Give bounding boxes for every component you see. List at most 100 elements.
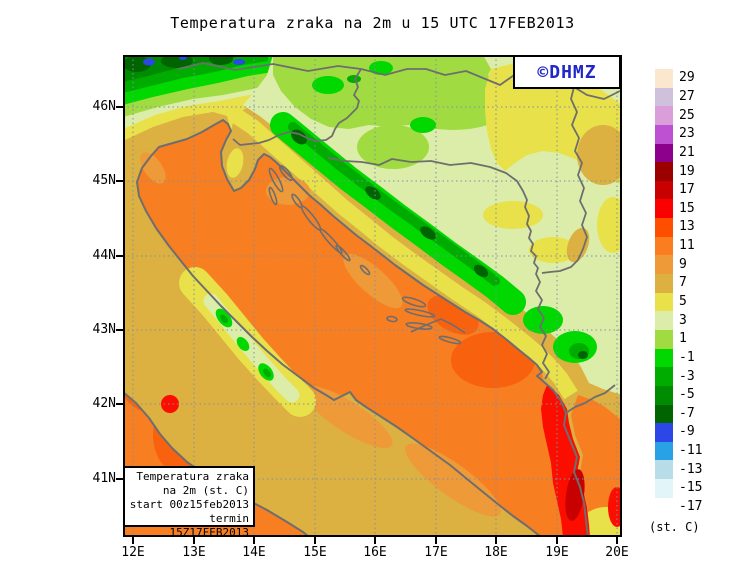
colorbar-label: -5 (679, 387, 695, 403)
colorbar-label: -1 (679, 349, 695, 365)
border-east (541, 86, 588, 274)
info-box: Temperatura zraka na 2m (st. C) start 00… (123, 466, 255, 539)
lon-tick (435, 537, 437, 544)
colorbar-swatch (655, 124, 673, 144)
copyright-text: ©DHMZ (537, 61, 597, 83)
colorbar-entry: -1 (655, 348, 702, 368)
lon-tick (374, 537, 376, 544)
colorbar-entry: 9 (655, 255, 702, 275)
border-slovenia-croatia (232, 68, 362, 146)
lon-label-12e: 12E (121, 545, 145, 560)
lon-tick (616, 537, 618, 544)
lat-label-42n: 42N (92, 396, 116, 411)
colorbar-label: 5 (679, 294, 687, 309)
border-montenegro-albania (565, 384, 616, 414)
colorbar-entry: -13 (655, 460, 703, 480)
colorbar-entry: -7 (655, 404, 702, 424)
colorbar-label: 11 (679, 238, 695, 254)
colorbar-label: -9 (679, 424, 695, 440)
colorbar-label: 13 (679, 219, 695, 235)
colorbar-swatch (655, 255, 673, 275)
lat-tick (116, 255, 123, 257)
lat-label-46n: 46N (92, 99, 116, 114)
colorbar-label: 7 (679, 275, 687, 291)
colorbar-label: 17 (679, 182, 695, 198)
map-frame (123, 55, 622, 537)
colorbar-label: 29 (679, 70, 695, 86)
lon-label-13e: 13E (182, 545, 206, 560)
colorbar-label: -17 (679, 499, 703, 515)
colorbar-entry: -5 (655, 385, 702, 405)
colorbar-swatch (655, 367, 673, 386)
page-title: Temperatura zraka na 2m u 15 UTC 17FEB20… (170, 14, 575, 32)
colorbar-entry: 5 (655, 292, 702, 312)
info-line-4: termin 15Z17FEB2013 (169, 512, 249, 539)
map-area (123, 55, 622, 537)
colorbar-swatch (655, 69, 673, 88)
colorbar-entry: 15 (655, 199, 702, 219)
lon-label-14e: 14E (242, 545, 266, 560)
colorbar: 29 27 25 23 21 19 17 15 13 11 9 7 5 3 1 … (655, 69, 703, 517)
lon-tick (314, 537, 316, 544)
colorbar-entry: -11 (655, 441, 703, 461)
colorbar-entry: 7 (655, 274, 702, 293)
italy-details (140, 152, 501, 517)
colorbar-entry: 13 (655, 218, 702, 237)
colorbar-label: 19 (679, 163, 695, 179)
colorbar-swatch (655, 236, 673, 256)
lat-label-41n: 41N (92, 471, 116, 486)
colorbar-swatch (655, 460, 673, 480)
colorbar-swatch (655, 479, 673, 498)
land-italy (123, 147, 541, 537)
colorbar-swatch (655, 441, 673, 461)
lon-label-18e: 18E (484, 545, 508, 560)
lon-label-19e: 19E (545, 545, 569, 560)
coastal-yellow-strip (230, 108, 578, 400)
lat-tick (116, 106, 123, 108)
lon-tick (495, 537, 497, 544)
colorbar-entry: -9 (655, 423, 702, 442)
colorbar-entry: 17 (655, 180, 702, 200)
info-line-3: start 00z15feb2013 (129, 498, 249, 511)
colorbar-label: -13 (679, 461, 703, 477)
colorbar-unit-label: (st. C) (649, 520, 700, 534)
islands (268, 165, 466, 345)
east-yellow-zone (483, 63, 622, 263)
colorbar-swatch (655, 274, 673, 293)
colorbar-swatch (655, 199, 673, 219)
border-sava-drina (327, 157, 550, 380)
lon-tick (193, 537, 195, 544)
colorbar-label: 23 (679, 126, 695, 142)
colorbar-label: 3 (679, 312, 687, 328)
colorbar-label: 15 (679, 200, 695, 216)
lat-tick (116, 478, 123, 480)
colorbar-swatch (655, 348, 673, 368)
info-line-2: na 2m (st. C) (162, 484, 249, 497)
lat-tick (116, 403, 123, 405)
graticule (123, 55, 622, 537)
colorbar-swatch (655, 423, 673, 442)
colorbar-label: -15 (679, 480, 703, 496)
colorbar-swatch (655, 292, 673, 312)
info-line-1: Temperatura zraka (136, 470, 249, 483)
colorbar-swatch (655, 180, 673, 200)
lat-label-44n: 44N (92, 248, 116, 263)
dinaric-green-belt (270, 112, 597, 363)
lat-tick (116, 329, 123, 331)
copyright-box: ©DHMZ (513, 55, 621, 89)
colorbar-entry: 19 (655, 162, 702, 181)
colorbar-label: -7 (679, 405, 695, 421)
colorbar-label: 21 (679, 144, 695, 160)
temperature-map (123, 55, 622, 537)
colorbar-swatch (655, 329, 673, 349)
colorbar-entry: 25 (655, 106, 702, 125)
lon-label-17e: 17E (424, 545, 448, 560)
adriatic-coastline (136, 119, 589, 537)
lat-label-45n: 45N (92, 173, 116, 188)
colorbar-swatch (655, 87, 673, 107)
colorbar-entry: 3 (655, 311, 702, 330)
lon-label-20e: 20E (605, 545, 629, 560)
lon-label-15e: 15E (303, 545, 327, 560)
misc-patches (226, 148, 403, 309)
colorbar-label: -11 (679, 443, 703, 459)
